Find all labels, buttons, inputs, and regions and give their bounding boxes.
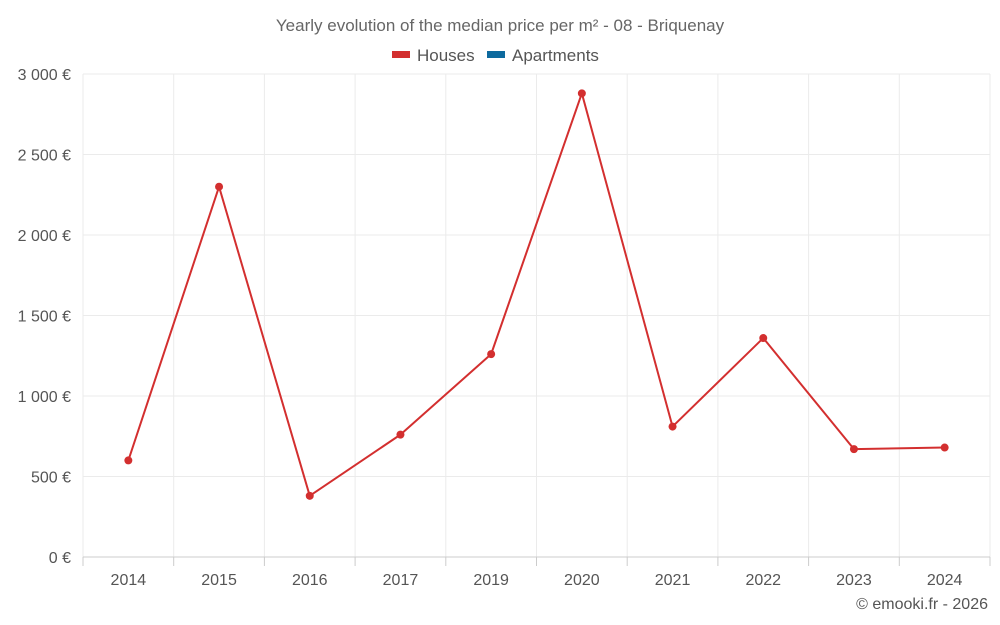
y-tick-label: 1 500 € — [18, 309, 71, 326]
data-point-houses[interactable] — [849, 445, 858, 454]
y-tick-label: 500 € — [31, 470, 71, 487]
x-tick-label: 2017 — [383, 572, 419, 589]
y-tick-label: 0 € — [49, 550, 71, 567]
x-tick-label: 2020 — [564, 572, 600, 589]
x-tick-label: 2021 — [655, 572, 691, 589]
legend-label-houses: Houses — [417, 46, 475, 65]
data-point-houses[interactable] — [396, 430, 405, 439]
legend-item-houses[interactable]: Houses — [392, 46, 475, 65]
x-tick-label: 2015 — [201, 572, 237, 589]
y-tick-label: 2 000 € — [18, 228, 71, 245]
y-axis: 0 € 500 € 1 000 € 1 500 € 2 000 € 2 500 € 3 00… — [18, 67, 71, 567]
data-point-houses[interactable] — [487, 350, 496, 359]
x-tick-label: 2019 — [473, 572, 509, 589]
data-point-houses[interactable] — [305, 491, 314, 500]
legend: Houses Apartments — [392, 46, 599, 65]
series-houses — [124, 89, 949, 500]
legend-label-apartments: Apartments — [512, 46, 599, 65]
x-tick-label: 2023 — [836, 572, 872, 589]
legend-swatch-apartments — [487, 51, 505, 58]
x-tick-label: 2022 — [745, 572, 781, 589]
y-tick-label: 3 000 € — [18, 67, 71, 84]
x-axis: 2014 2015 2016 2017 2019 2020 2021 2022 2023 2024 — [82, 557, 991, 589]
credit-text: © emooki.fr - 2026 — [856, 596, 988, 613]
chart-title: Yearly evolution of the median price per… — [276, 16, 725, 35]
x-tick-label: 2014 — [111, 572, 147, 589]
legend-swatch-houses — [392, 51, 410, 58]
data-point-houses[interactable] — [668, 422, 677, 431]
legend-item-apartments[interactable]: Apartments — [487, 46, 599, 65]
horizontal-gridlines — [83, 73, 990, 558]
data-point-houses[interactable] — [124, 456, 133, 465]
data-point-houses[interactable] — [215, 182, 224, 191]
x-tick-label: 2016 — [292, 572, 328, 589]
series-line-houses — [127, 92, 945, 497]
x-tick-label: 2024 — [927, 572, 963, 589]
data-point-houses[interactable] — [577, 89, 586, 98]
y-tick-label: 1 000 € — [18, 389, 71, 406]
y-tick-label: 2 500 € — [18, 148, 71, 165]
data-point-houses[interactable] — [759, 334, 768, 343]
data-point-houses[interactable] — [940, 443, 949, 452]
